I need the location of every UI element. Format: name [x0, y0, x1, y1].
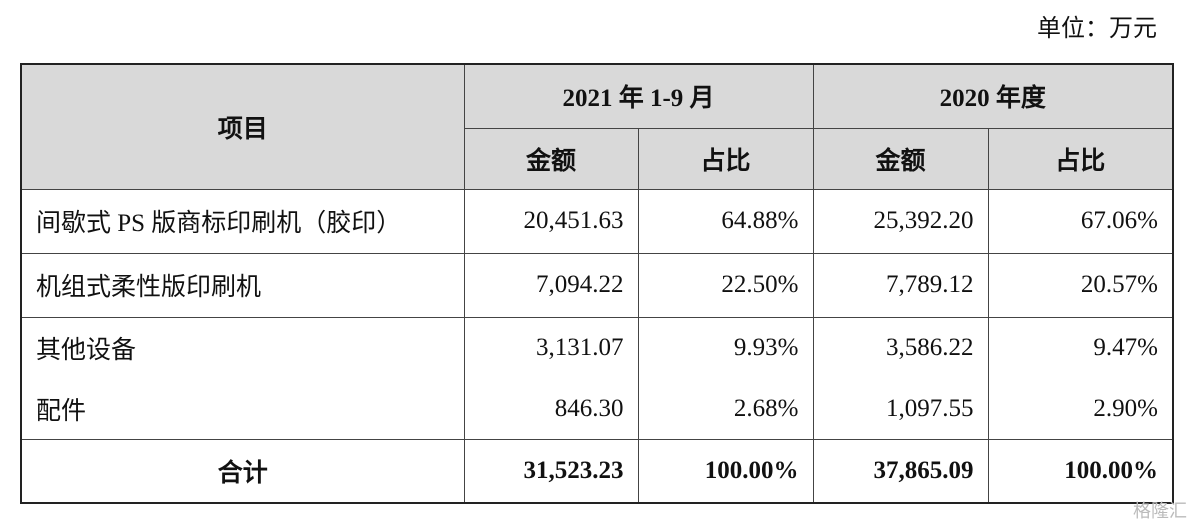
unit-label: 单位：万元 [1037, 16, 1157, 42]
table-cell: 2.90% [987, 379, 1174, 440]
table-row: 间歇式 PS 版商标印刷机（胶印） 20,451.63 64.88% 25,392.2… [20, 188, 1174, 254]
table-cell: 64.88% [637, 188, 814, 254]
table-cell: 67.06% [987, 188, 1174, 254]
table-cell: 其他设备 [20, 316, 465, 379]
table-cell: 100.00% [637, 438, 814, 504]
table-cell: 配件 [20, 379, 465, 440]
table-cell: 846.30 [463, 379, 639, 440]
table-cell: 2.68% [637, 379, 814, 440]
watermark: 格隆汇 [1133, 501, 1187, 522]
table-cell: 100.00% [987, 438, 1174, 504]
table-cell: 合计 [20, 438, 465, 504]
header-cell: 金额 [812, 127, 989, 190]
header-cell: 2020 年度 [812, 63, 1174, 129]
table-cell: 37,865.09 [812, 438, 989, 504]
header-cell: 占比 [637, 127, 814, 190]
table-cell: 7,094.22 [463, 252, 639, 318]
table-cell: 3,586.22 [812, 316, 989, 379]
table-cell: 25,392.20 [812, 188, 989, 254]
table-cell: 间歇式 PS 版商标印刷机（胶印） [20, 188, 465, 254]
table-cell: 7,789.12 [812, 252, 989, 318]
header-cell: 占比 [987, 127, 1174, 190]
table-cell: 31,523.23 [463, 438, 639, 504]
table-row: 机组式柔性版印刷机 7,094.22 22.50% 7,789.12 20.57% [20, 252, 1174, 318]
table-cell: 22.50% [637, 252, 814, 318]
table-cell: 机组式柔性版印刷机 [20, 252, 465, 318]
table-cell: 9.93% [637, 316, 814, 379]
table-cell: 3,131.07 [463, 316, 639, 379]
table-row: 其他设备 3,131.07 9.93% 3,586.22 9.47% [20, 316, 1174, 379]
table-cell: 9.47% [987, 316, 1174, 379]
table-cell: 1,097.55 [812, 379, 989, 440]
data-table: 项目 2021 年 1-9 月 2020 年度 金额 占比 金额 占比 间歇式 … [20, 63, 1174, 504]
header-cell: 项目 [20, 63, 465, 190]
table-cell: 20,451.63 [463, 188, 639, 254]
table-cell: 20.57% [987, 252, 1174, 318]
table-row: 配件 846.30 2.68% 1,097.55 2.90% [20, 379, 1174, 440]
header-cell: 金额 [463, 127, 639, 190]
header-cell: 2021 年 1-9 月 [463, 63, 814, 129]
table-row: 合计 31,523.23 100.00% 37,865.09 100.00% [20, 438, 1174, 504]
